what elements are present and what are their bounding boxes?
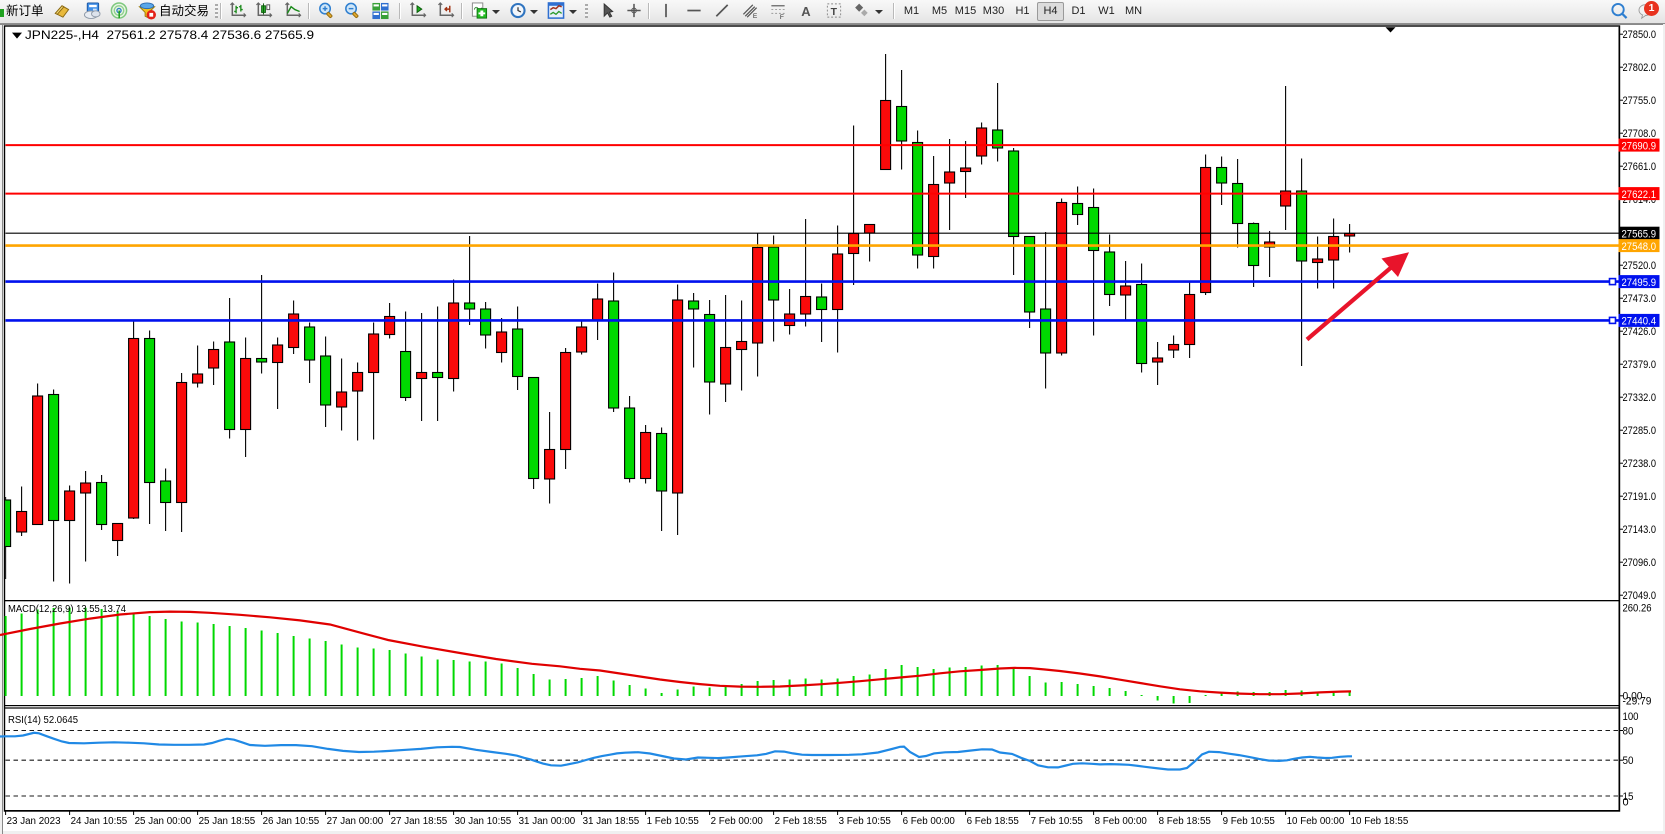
svg-text:10 Feb 18:55: 10 Feb 18:55 [1351,816,1409,827]
svg-text:27850.0: 27850.0 [1623,29,1657,41]
svg-text:3 Feb 10:55: 3 Feb 10:55 [839,816,892,827]
svg-text:24 Jan 10:55: 24 Jan 10:55 [71,816,128,827]
svg-text:27565.9: 27565.9 [1622,228,1657,240]
svg-text:0: 0 [1623,797,1629,809]
svg-text:27755.0: 27755.0 [1623,95,1657,107]
svg-text:9 Feb 10:55: 9 Feb 10:55 [1223,816,1276,827]
svg-text:27708.0: 27708.0 [1623,128,1657,140]
svg-text:2 Feb 00:00: 2 Feb 00:00 [711,816,764,827]
svg-text:T: T [831,7,838,18]
svg-text:27548.0: 27548.0 [1622,241,1657,253]
svg-text:80: 80 [1623,726,1634,738]
svg-text:25 Jan 00:00: 25 Jan 00:00 [135,816,192,827]
svg-text:E: E [753,13,758,20]
svg-text:27426.0: 27426.0 [1623,326,1657,338]
svg-text:1 Feb 10:55: 1 Feb 10:55 [647,816,700,827]
svg-text:RSI(14) 52.0645: RSI(14) 52.0645 [8,715,79,726]
svg-text:-29.79: -29.79 [1623,695,1652,707]
svg-text:30 Jan 10:55: 30 Jan 10:55 [455,816,512,827]
svg-text:31 Jan 00:00: 31 Jan 00:00 [519,816,576,827]
svg-text:27622.1: 27622.1 [1622,189,1657,201]
svg-text:27520.0: 27520.0 [1623,260,1657,272]
svg-text:27440.4: 27440.4 [1622,316,1657,328]
svg-text:27802.0: 27802.0 [1623,62,1657,74]
svg-text:27 Jan 00:00: 27 Jan 00:00 [327,816,384,827]
svg-text:27096.0: 27096.0 [1623,557,1657,569]
svg-text:F: F [780,14,784,20]
svg-text:10 Feb 00:00: 10 Feb 00:00 [1287,816,1345,827]
svg-text:27690.9: 27690.9 [1622,140,1657,152]
svg-text:27 Jan 18:55: 27 Jan 18:55 [391,816,448,827]
svg-text:27238.0: 27238.0 [1623,458,1657,470]
svg-text:15: 15 [1623,791,1634,803]
svg-text:6 Feb 00:00: 6 Feb 00:00 [903,816,956,827]
svg-text:27143.0: 27143.0 [1623,524,1657,536]
svg-text:23 Jan 2023: 23 Jan 2023 [7,816,61,827]
svg-text:100: 100 [1623,711,1639,723]
svg-text:0.00: 0.00 [1623,691,1643,703]
svg-text:31 Jan 18:55: 31 Jan 18:55 [583,816,640,827]
svg-text:27285.0: 27285.0 [1623,425,1657,437]
svg-text:27332.0: 27332.0 [1623,392,1657,404]
svg-text:8 Feb 18:55: 8 Feb 18:55 [1159,816,1212,827]
svg-text:6 Feb 18:55: 6 Feb 18:55 [967,816,1020,827]
svg-text:27495.9: 27495.9 [1622,277,1657,289]
svg-text:JPN225-,H4 27561.2 27578.4 27: JPN225-,H4 27561.2 27578.4 27536.6 27565… [25,28,314,42]
svg-text:7 Feb 10:55: 7 Feb 10:55 [1031,816,1084,827]
svg-text:MACD(12,26,9) 13.55 13.74: MACD(12,26,9) 13.55 13.74 [8,604,127,615]
svg-text:8 Feb 00:00: 8 Feb 00:00 [1095,816,1148,827]
svg-text:27049.0: 27049.0 [1623,590,1657,602]
svg-text:27473.0: 27473.0 [1623,293,1657,305]
svg-text:27379.0: 27379.0 [1623,359,1657,371]
svg-text:27661.0: 27661.0 [1623,161,1657,173]
svg-text:25 Jan 18:55: 25 Jan 18:55 [199,816,256,827]
svg-text:27191.0: 27191.0 [1623,491,1657,503]
svg-text:50: 50 [1623,755,1634,767]
svg-text:26 Jan 10:55: 26 Jan 10:55 [263,816,320,827]
svg-text:260.26: 260.26 [1623,603,1652,615]
svg-text:2 Feb 18:55: 2 Feb 18:55 [775,816,828,827]
